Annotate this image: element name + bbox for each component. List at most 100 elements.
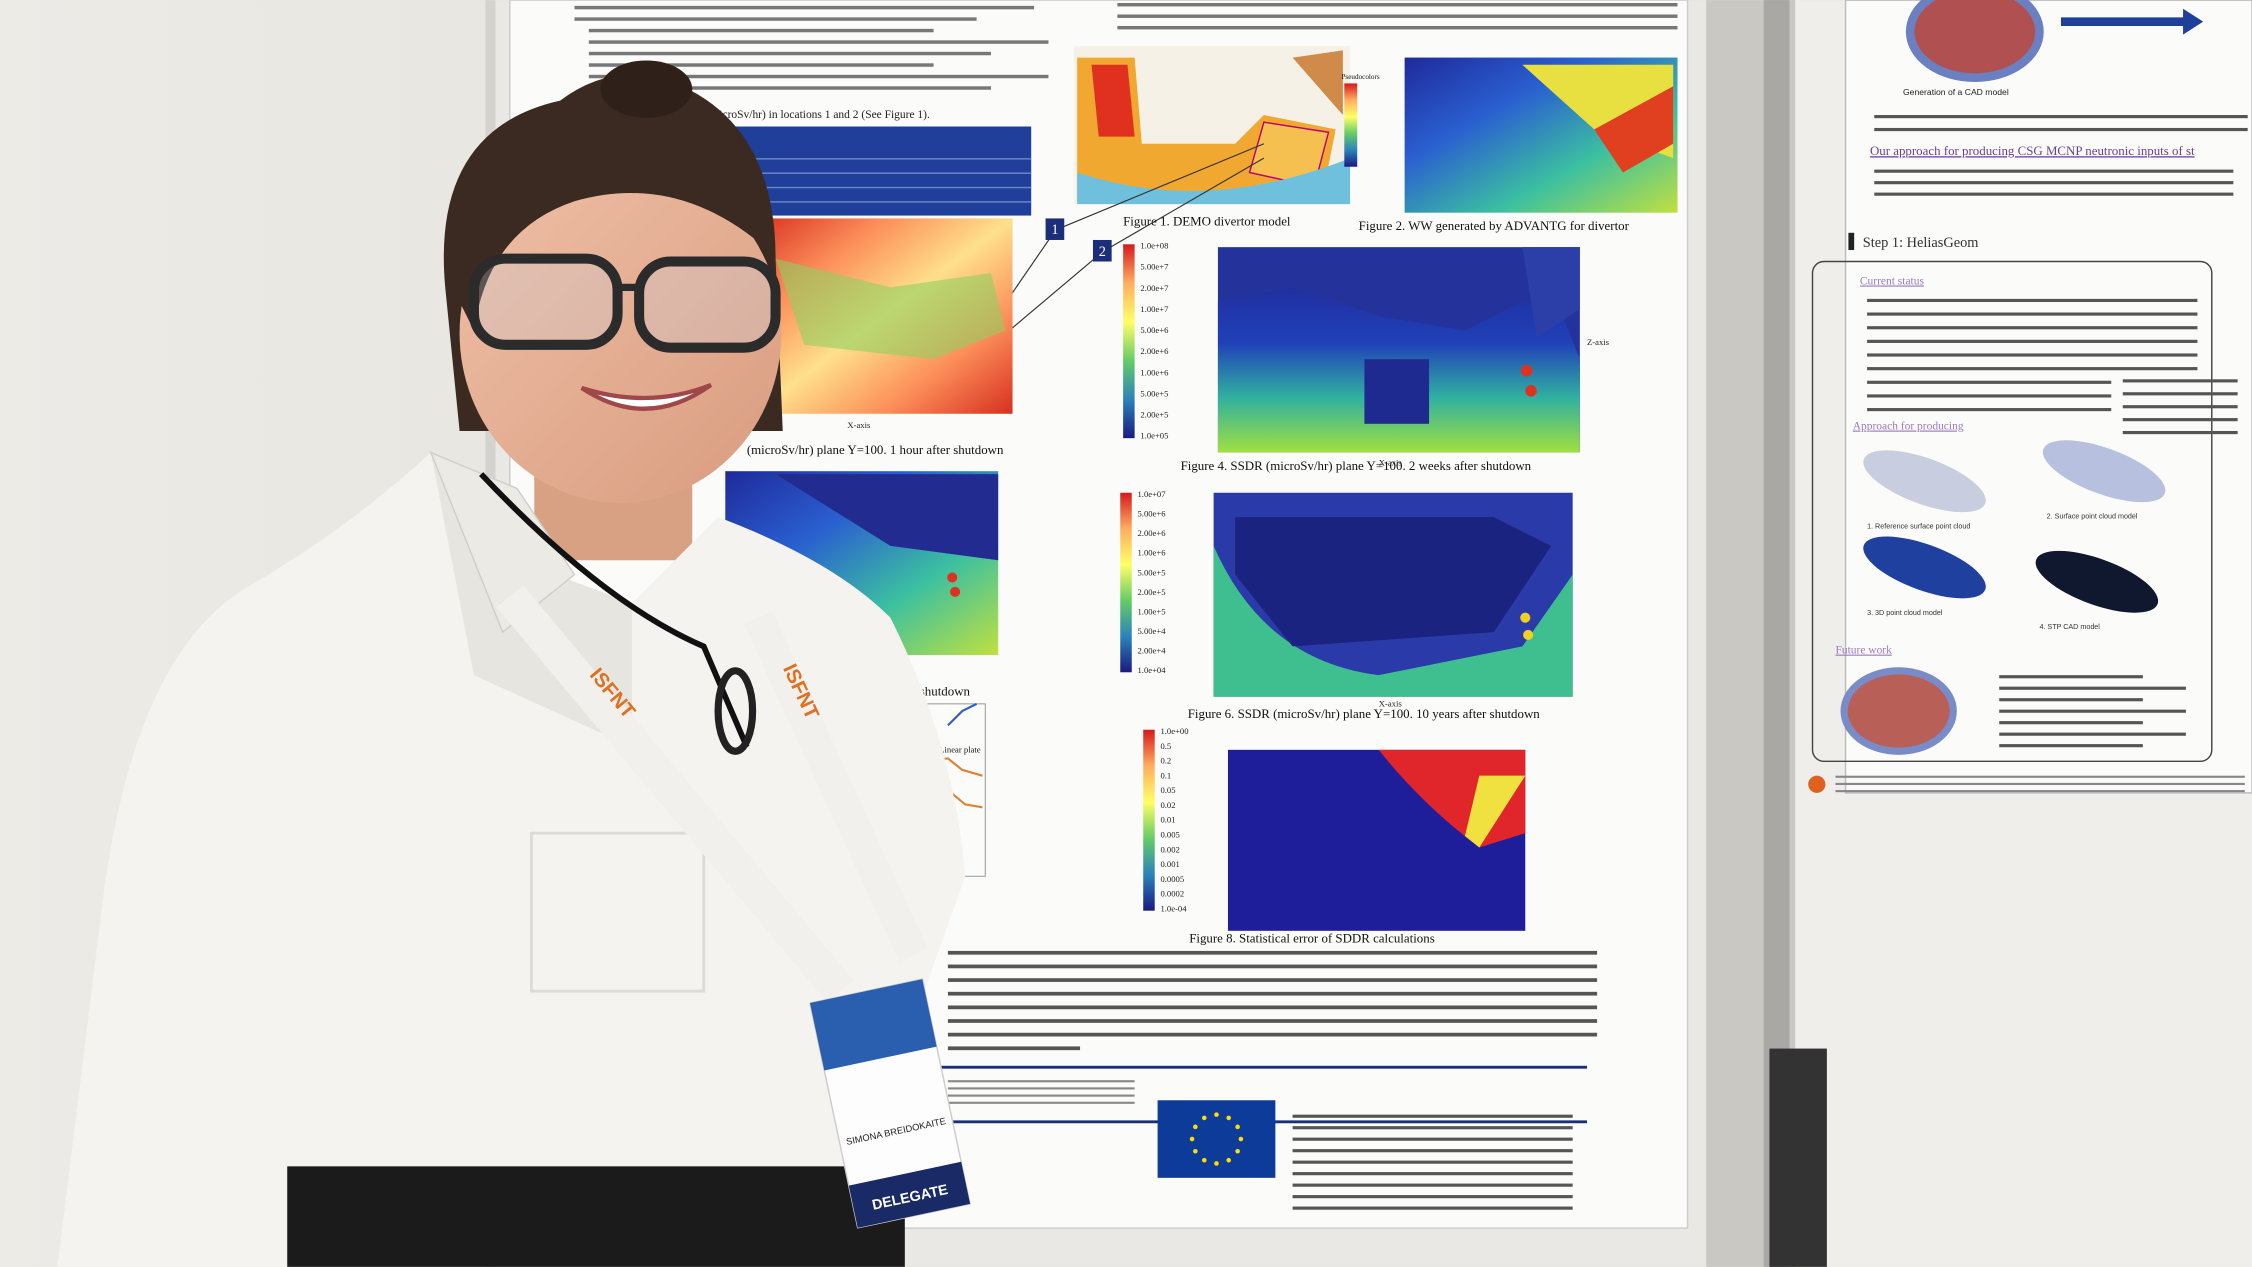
colorbar-label: 5.00e+6 — [1137, 509, 1166, 519]
hotspot — [1523, 629, 1534, 640]
colorbar-label: 1.0e+04 — [1137, 665, 1166, 675]
marker-box — [1045, 218, 1065, 240]
text-line — [588, 51, 991, 56]
heading: Current status — [1860, 275, 1925, 287]
fine-print — [947, 1080, 1135, 1083]
pendant — [714, 667, 757, 755]
text-line — [947, 978, 1598, 982]
text-line — [1874, 181, 2234, 185]
text-line — [947, 991, 1598, 996]
badge-header — [809, 979, 937, 1071]
smile — [580, 383, 713, 411]
hotspot — [1525, 385, 1537, 397]
fine-print — [947, 1094, 1135, 1097]
text-line — [1867, 408, 2112, 412]
colorbar-label: 0.1 — [1160, 770, 1171, 780]
fine-print — [1835, 782, 2245, 786]
text-line — [1292, 1137, 1573, 1141]
axis-label: Z-axis — [1587, 337, 1610, 347]
text-line — [1292, 1206, 1573, 1210]
eu-star — [1201, 1157, 1207, 1163]
text-line — [588, 28, 934, 33]
hotspot — [947, 572, 958, 583]
colorbar-label: 5.00e+6 — [1140, 325, 1169, 335]
legend-title: Pseudocolors — [1341, 73, 1379, 81]
text-line — [588, 63, 934, 67]
text-line — [2122, 392, 2238, 396]
side-poster: Generation of a CAD model Our approach fo… — [1808, 0, 2252, 794]
eu-star — [1235, 1124, 1240, 1130]
heading: Approach for producing — [1853, 421, 1964, 433]
colorbar — [1143, 729, 1155, 911]
marker-label: 2 — [1099, 244, 1106, 260]
model-caption: 2. Surface point cloud model — [2047, 513, 2138, 521]
caption: Figure 1. DEMO divertor model — [1123, 214, 1291, 229]
table — [718, 126, 1032, 216]
model-image — [1863, 450, 1986, 513]
colorbar-label: 0.002 — [1160, 844, 1179, 854]
face — [459, 163, 782, 503]
text-line — [947, 950, 1598, 955]
fine-print — [947, 1101, 1135, 1104]
text-line — [947, 1005, 1598, 1010]
skirt — [287, 1166, 905, 1267]
text-line — [1867, 339, 2198, 343]
text-line — [1999, 675, 2143, 679]
colorbar-label: 0.02 — [1160, 800, 1175, 810]
fig6-region — [1213, 545, 1573, 697]
colorbar-label: 2.00e+4 — [1137, 645, 1166, 655]
colorbar-label: 2.00e+5 — [1137, 587, 1165, 597]
text-line — [1292, 1183, 1573, 1187]
fine-print — [1835, 775, 2245, 778]
text-line — [1874, 169, 2234, 173]
colorbar — [1120, 492, 1132, 673]
text-line — [947, 1046, 1081, 1051]
text-line — [2122, 405, 2238, 409]
text-line — [1999, 709, 2186, 713]
fig1-shape — [1292, 50, 1343, 116]
text-line — [1867, 298, 2198, 303]
colorbar-label: 1.0e+05 — [1140, 431, 1168, 441]
text-line — [1867, 326, 2198, 330]
colorbar-label: 1.0e+07 — [1137, 489, 1166, 499]
axis-label: X-axis — [847, 420, 871, 430]
colorbar-label: 2.00e+5 — [1140, 409, 1168, 419]
text-line — [2122, 430, 2238, 435]
fig2-shape — [1594, 86, 1674, 173]
text-line — [1867, 380, 2112, 384]
colorbar-label: 2.00e+6 — [1137, 528, 1166, 538]
fig1-shape — [1091, 64, 1135, 137]
eu-star — [1235, 1148, 1240, 1154]
colorbar-label: 5.00e+5 — [1140, 388, 1168, 398]
hair-bun — [600, 60, 693, 118]
eu-star — [1238, 1136, 1244, 1142]
heading: Future work — [1835, 645, 1892, 657]
lanyard — [743, 611, 928, 962]
table-row — [718, 186, 1032, 189]
logo — [1808, 775, 1826, 793]
colorbar-label: 1.0e+00 — [1160, 726, 1188, 736]
hotspot — [1520, 612, 1531, 623]
text-line — [1999, 686, 2186, 690]
colorbar-label: 1.00e+7 — [1140, 304, 1169, 314]
text-line — [1874, 115, 2248, 119]
model-image — [1863, 536, 1986, 599]
eu-star — [1214, 1161, 1219, 1166]
text-line — [588, 40, 1049, 44]
marker-label: 1 — [1051, 222, 1058, 238]
text-line — [1117, 14, 1678, 18]
eu-star — [1189, 1136, 1195, 1142]
colorbar-label: 0.05 — [1160, 785, 1175, 795]
text-line — [1999, 744, 2143, 748]
text-line — [1874, 192, 2234, 196]
text-line — [2122, 379, 2238, 383]
text-line — [1117, 2, 1678, 7]
plot-label: Linear plate — [939, 745, 981, 755]
model-caption: 1. Reference surface point cloud — [1867, 523, 1970, 531]
text-line — [947, 1032, 1598, 1037]
text-line — [1867, 367, 2198, 371]
text-line — [1292, 1160, 1573, 1164]
text-line — [1867, 353, 2198, 357]
colorbar-label: 2.00e+7 — [1140, 283, 1169, 293]
colorbar-label: 0.005 — [1160, 829, 1179, 839]
